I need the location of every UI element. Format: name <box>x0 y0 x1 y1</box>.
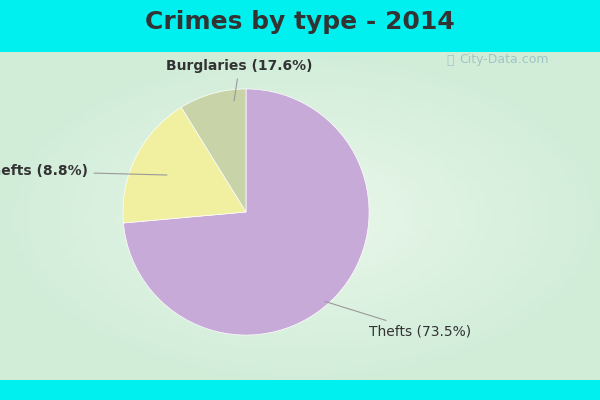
Text: Crimes by type - 2014: Crimes by type - 2014 <box>145 10 455 34</box>
Wedge shape <box>181 89 246 212</box>
Text: Auto thefts (8.8%): Auto thefts (8.8%) <box>0 164 167 178</box>
Text: Burglaries (17.6%): Burglaries (17.6%) <box>166 60 313 101</box>
Wedge shape <box>123 107 246 223</box>
Wedge shape <box>124 89 369 335</box>
Text: ⧂: ⧂ <box>446 54 454 66</box>
Text: City-Data.com: City-Data.com <box>459 54 549 66</box>
Text: Thefts (73.5%): Thefts (73.5%) <box>325 302 471 338</box>
